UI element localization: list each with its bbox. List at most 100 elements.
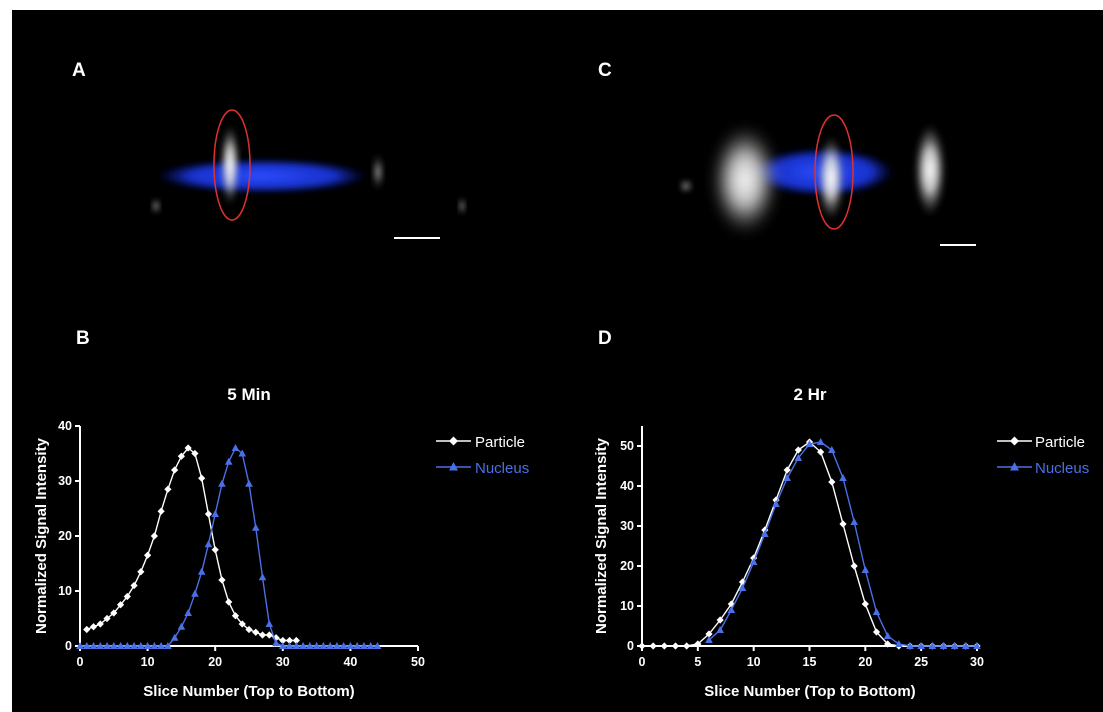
data-point-particle	[231, 612, 240, 620]
chart-d: 2 Hr Slice Number (Top to Bottom) Normal…	[593, 385, 1089, 700]
data-point-nucleus	[312, 642, 321, 649]
series-line-particle	[642, 441, 977, 647]
data-point-particle	[649, 642, 657, 650]
data-point-nucleus	[224, 457, 233, 465]
data-point-particle	[225, 598, 233, 606]
y-tick-label: 0	[627, 639, 634, 653]
data-point-nucleus	[272, 639, 280, 647]
data-point-particle	[211, 546, 219, 554]
data-point-nucleus	[137, 642, 145, 649]
data-point-nucleus	[76, 642, 84, 649]
data-point-nucleus	[339, 642, 348, 649]
legend: Particle Nucleus	[436, 434, 529, 477]
data-point-nucleus	[258, 573, 267, 581]
data-point-nucleus	[103, 642, 111, 649]
data-point-nucleus	[794, 454, 803, 461]
data-point-nucleus	[231, 444, 240, 451]
data-point-nucleus	[727, 606, 736, 613]
series-line-particle	[86, 447, 297, 642]
data-point-particle	[671, 642, 680, 650]
x-tick-label: 15	[803, 655, 817, 669]
data-point-nucleus	[89, 642, 98, 649]
particle-signal	[914, 124, 946, 216]
data-point-nucleus	[116, 642, 125, 649]
x-tick-label: 50	[411, 655, 425, 669]
particle-signal	[220, 125, 240, 205]
data-point-particle	[285, 636, 294, 645]
data-point-particle	[638, 642, 646, 650]
data-point-nucleus	[906, 642, 914, 649]
data-point-nucleus	[82, 642, 91, 649]
x-tick-label: 20	[858, 655, 872, 669]
x-axis-title: Slice Number (Top to Bottom)	[143, 683, 354, 700]
particle-signal	[458, 197, 466, 215]
data-point-nucleus	[366, 642, 375, 649]
data-point-particle	[218, 576, 226, 584]
x-tick-label: 30	[276, 655, 290, 669]
data-point-nucleus	[319, 642, 328, 649]
data-point-particle	[103, 614, 111, 623]
data-point-particle	[794, 446, 802, 454]
data-point-particle	[761, 526, 769, 534]
tick-group: 0 5 10 15 20 25 30 0 10 20 30 40 50	[620, 439, 984, 669]
y-tick-label: 20	[58, 529, 72, 543]
legend-label: Particle	[475, 434, 525, 451]
x-tick-label: 25	[914, 655, 928, 669]
data-point-nucleus	[170, 633, 179, 641]
data-point-particle	[252, 628, 260, 636]
data-point-particle	[660, 642, 668, 650]
data-point-particle	[884, 640, 892, 648]
data-point-particle	[137, 568, 145, 576]
data-point-nucleus	[292, 642, 301, 649]
data-point-nucleus	[197, 567, 206, 575]
data-point-particle	[872, 628, 881, 636]
data-point-particle	[683, 642, 691, 650]
series-line-nucleus	[80, 446, 378, 647]
data-point-nucleus	[850, 518, 858, 525]
data-point-particle	[164, 485, 172, 493]
data-point-nucleus	[177, 622, 186, 630]
highlight-ellipse	[814, 114, 854, 230]
x-axis-title: Slice Number (Top to Bottom)	[704, 683, 915, 700]
y-tick-label: 30	[620, 519, 634, 533]
data-point-particle	[116, 601, 125, 609]
data-point-nucleus	[816, 438, 825, 445]
legend-label: Nucleus	[475, 460, 529, 477]
particle-signal	[372, 154, 384, 190]
data-point-particle	[839, 520, 847, 528]
data-point-particle	[191, 449, 199, 458]
y-tick-label: 30	[58, 474, 72, 488]
legend-triangle-marker	[449, 462, 458, 471]
data-point-particle	[265, 631, 273, 639]
data-point-particle	[238, 620, 246, 628]
data-point-nucleus	[950, 642, 959, 649]
legend-triangle-marker	[1010, 462, 1019, 471]
particle-signal	[679, 179, 693, 193]
x-tick-label: 30	[970, 655, 984, 669]
y-tick-label: 10	[58, 584, 72, 598]
data-point-particle	[177, 452, 185, 460]
data-point-particle	[89, 623, 98, 631]
data-point-nucleus	[353, 642, 361, 649]
data-point-nucleus	[279, 642, 287, 649]
data-point-nucleus	[184, 609, 192, 616]
data-point-nucleus	[861, 566, 870, 573]
data-point-particle	[716, 616, 724, 624]
data-point-nucleus	[828, 446, 836, 453]
y-tick-label: 20	[620, 559, 634, 573]
y-tick-label: 50	[620, 439, 634, 453]
particle-signal	[711, 125, 779, 235]
data-point-particle	[705, 630, 713, 638]
data-point-nucleus	[110, 642, 118, 649]
data-point-nucleus	[238, 449, 247, 457]
y-tick-label: 10	[620, 599, 634, 613]
data-point-particle	[258, 631, 267, 639]
legend-label: Particle	[1035, 434, 1085, 451]
data-point-nucleus	[895, 640, 903, 647]
x-tick-label: 40	[343, 655, 357, 669]
y-tick-label: 40	[620, 479, 634, 493]
data-point-nucleus	[306, 642, 314, 649]
data-point-particle	[204, 510, 213, 518]
